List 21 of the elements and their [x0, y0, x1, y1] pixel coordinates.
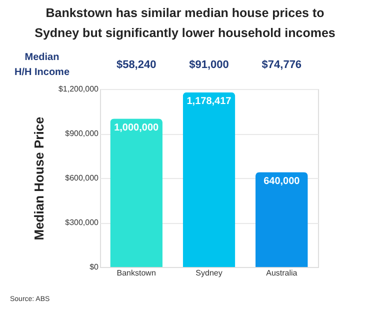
text: Bankstown has similar median house prices to [46, 6, 324, 20]
y-tick-label: $600,000 [65, 174, 100, 182]
x-tick-label: Australia [266, 268, 298, 278]
data-label: 1,000,000 [114, 122, 160, 134]
bar [110, 118, 162, 267]
data-label: 640,000 [264, 176, 300, 188]
y-tick-label: $0 [90, 262, 100, 272]
x-tick-label: Bankstown [116, 268, 156, 278]
y-tick-label: $300,000 [65, 218, 100, 227]
bar [182, 92, 236, 267]
y-axis-title: Median House Price [31, 116, 46, 240]
y-tick-label: $900,000 [65, 129, 100, 138]
text: $74,776 [262, 59, 302, 71]
text: $91,000 [189, 59, 229, 71]
text: Sydney but significantly lower household incomes [34, 26, 336, 40]
bar [256, 172, 308, 267]
x-tick-label: Sydney [196, 268, 222, 278]
text: $58,240 [116, 59, 156, 71]
data-label: 1,178,417 [186, 96, 232, 108]
text: Median H/H Income [14, 52, 70, 78]
y-tick-label: $1,200,000 [58, 84, 100, 94]
